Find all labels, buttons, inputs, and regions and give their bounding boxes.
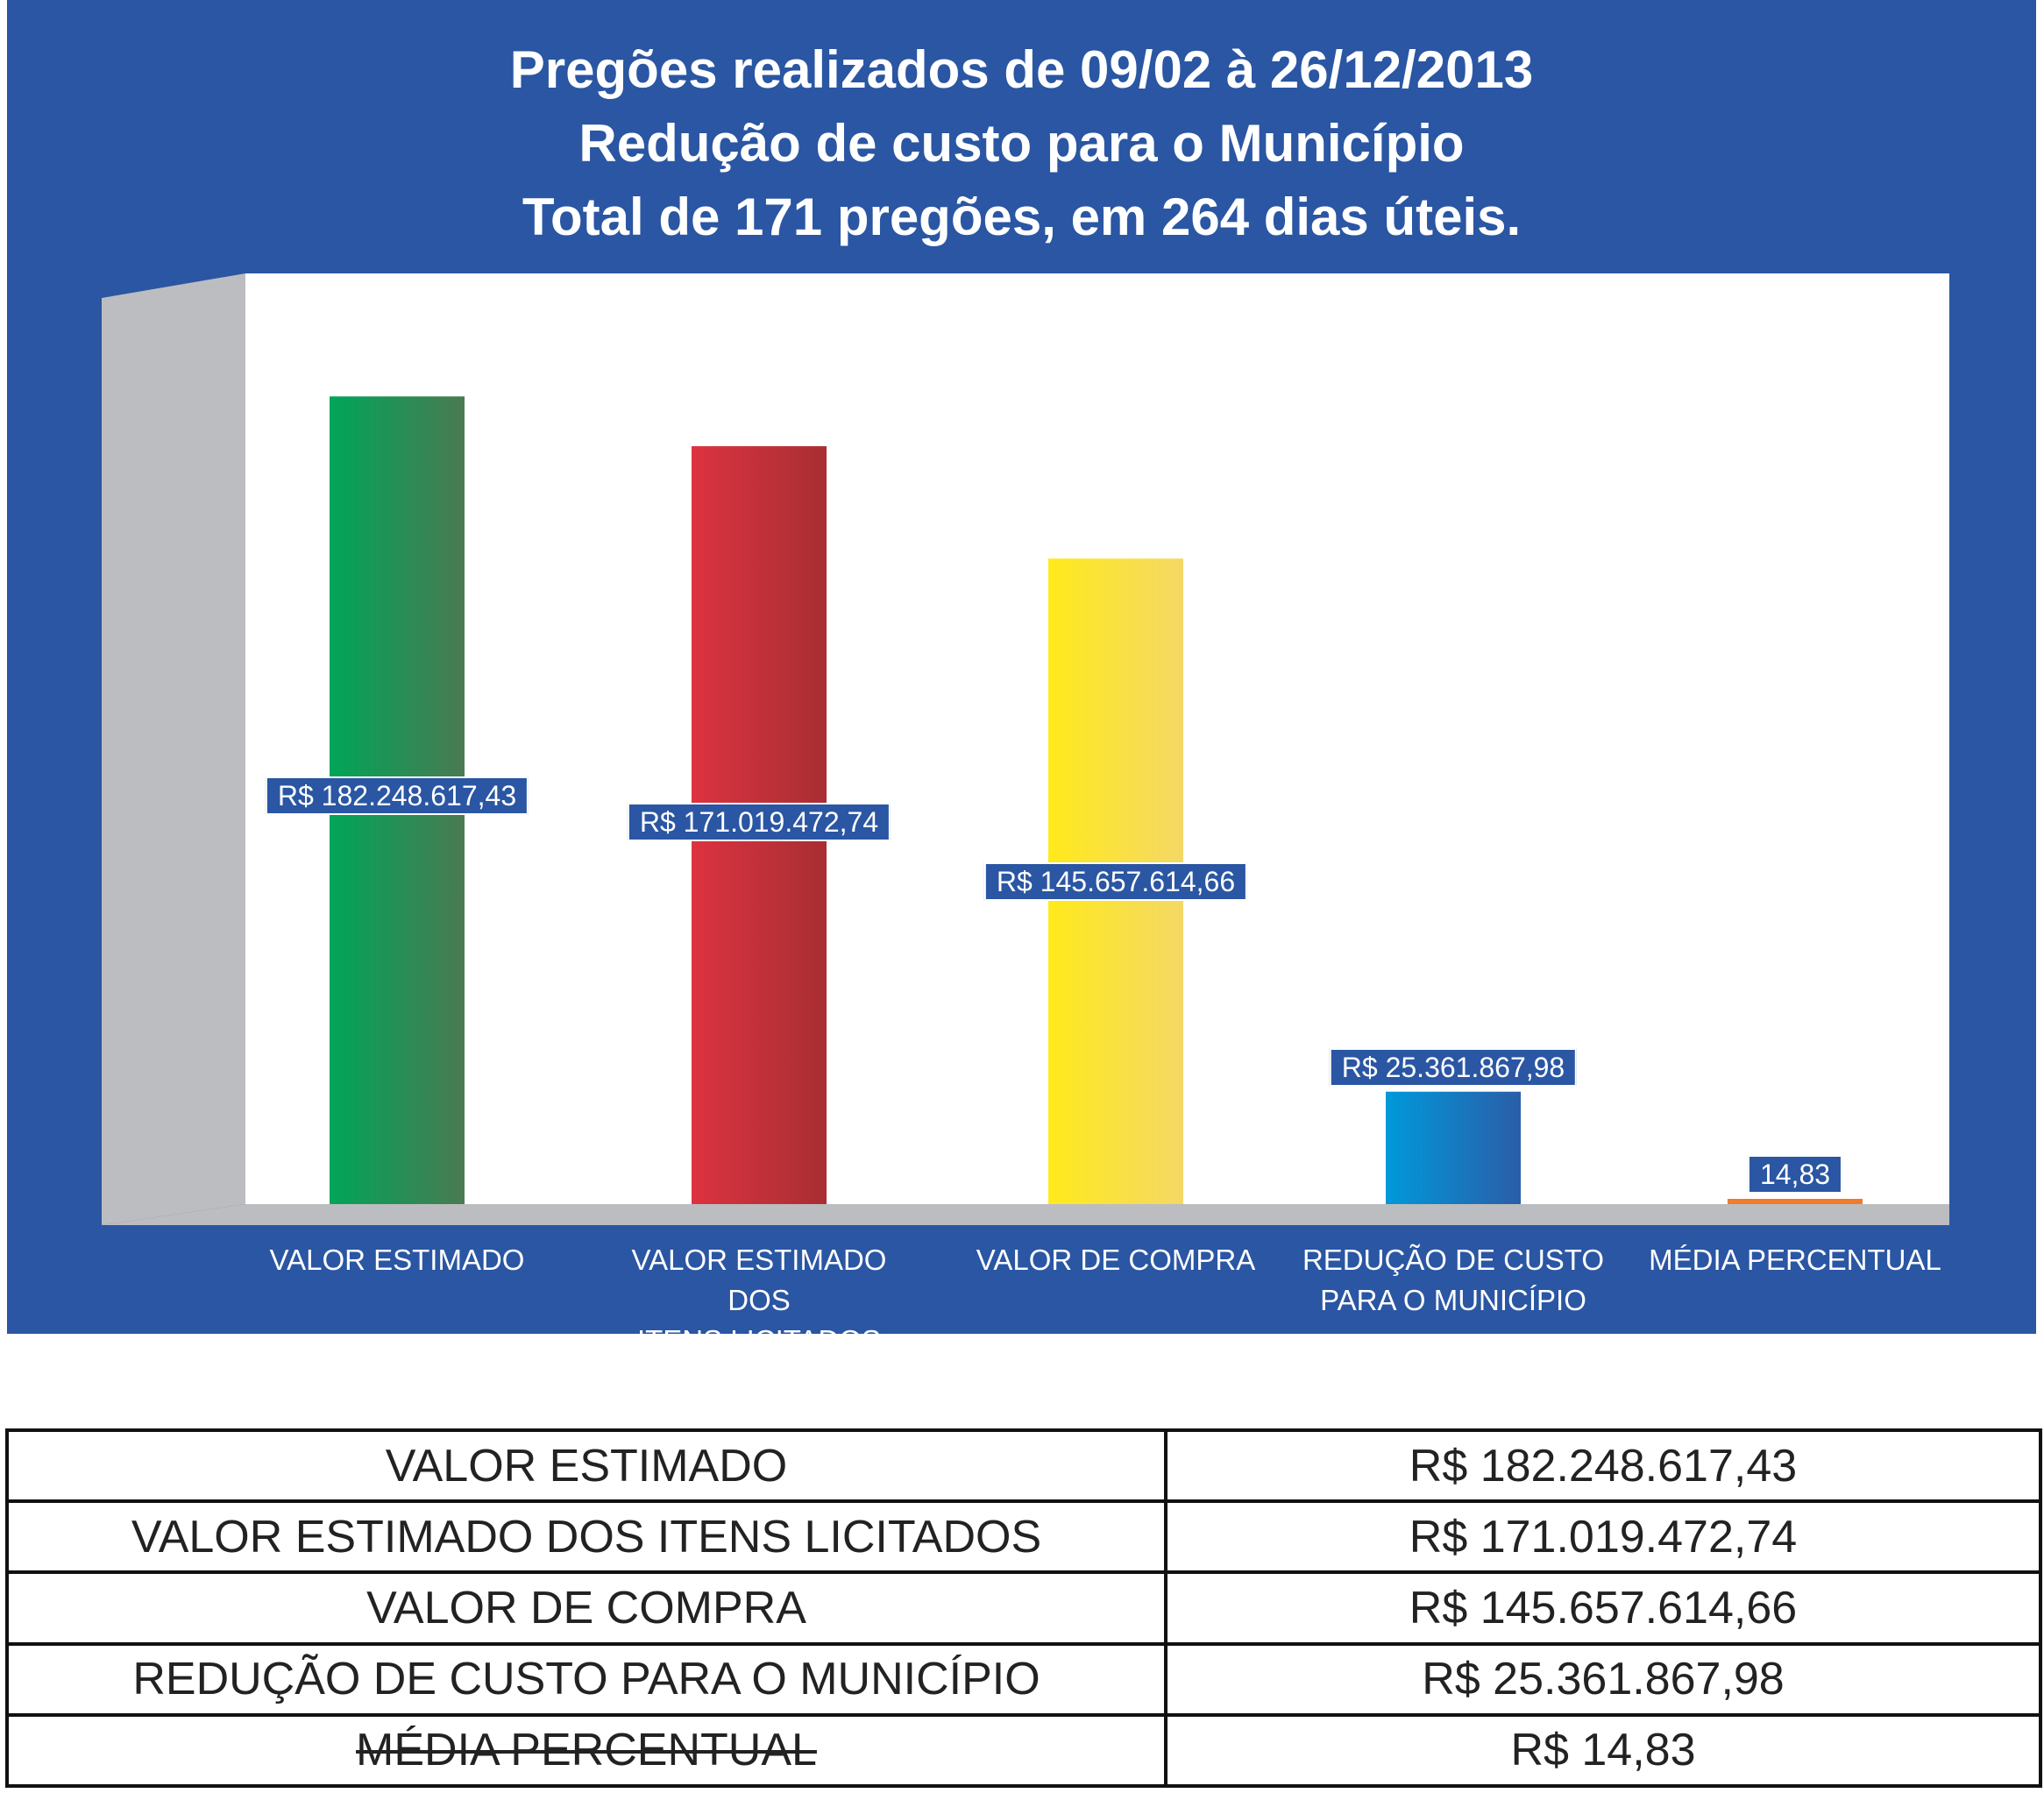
table-row-label: MÉDIA PERCENTUAL [5,1712,1167,1789]
chart-floor [102,1204,1949,1225]
table-row-value: R$ 182.248.617,43 [1164,1428,2042,1504]
chart-title: Pregões realizados de 09/02 à 26/12/2013… [7,33,2036,254]
category-label-0: VALOR ESTIMADO [269,1244,525,1276]
table-row: VALOR ESTIMADO DOS ITENS LICITADOS R$ 171… [5,1499,2042,1575]
bar-chart [102,273,1949,1225]
table-row-label: REDUÇÃO DE CUSTO PARA O MUNICÍPIO [5,1641,1167,1717]
bar-3 [1386,1091,1521,1204]
table-row: VALOR DE COMPRA R$ 145.657.614,66 [5,1570,2042,1646]
data-label-4: 14,83 [1747,1155,1843,1194]
chart-title-line-2: Redução de custo para o Município [578,114,1465,173]
bar-4 [1728,1199,1863,1204]
table-row-label: VALOR ESTIMADO [5,1428,1167,1504]
chart-title-line-3: Total de 171 pregões, em 264 dias úteis. [522,188,1522,246]
chart-panel: Pregões realizados de 09/02 à 26/12/2013… [7,0,2036,1357]
data-label-0: R$ 182.248.617,43 [265,776,529,815]
data-label-1: R$ 171.019.472,74 [627,802,891,841]
table-row-value: R$ 145.657.614,66 [1164,1570,2042,1646]
chart-title-line-1: Pregões realizados de 09/02 à 26/12/2013 [509,40,1534,99]
category-label-1: VALOR ESTIMADO DOS ITENS LICITADOS [631,1244,887,1357]
table-row-value: R$ 14,83 [1164,1712,2042,1789]
table-row: MÉDIA PERCENTUAL R$ 14,83 [5,1712,2042,1789]
table-row-label: VALOR ESTIMADO DOS ITENS LICITADOS [5,1499,1167,1575]
summary-table: VALOR ESTIMADO R$ 182.248.617,43 VALOR EST… [5,1428,2042,1789]
chart-side-wall [102,273,245,1225]
table-row: VALOR ESTIMADO R$ 182.248.617,43 [5,1428,2042,1504]
data-label-3: R$ 25.361.867,98 [1329,1047,1578,1087]
category-label-2: VALOR DE COMPRA [976,1244,1256,1276]
category-label-4: MÉDIA PERCENTUAL [1649,1244,1941,1276]
table-row-label: VALOR DE COMPRA [5,1570,1167,1646]
table-row-value: R$ 25.361.867,98 [1164,1641,2042,1717]
table-row-value: R$ 171.019.472,74 [1164,1499,2042,1575]
data-label-2: R$ 145.657.614,66 [983,861,1248,901]
category-label-3: REDUÇÃO DE CUSTO PARA O MUNICÍPIO [1302,1244,1605,1316]
table-row: REDUÇÃO DE CUSTO PARA O MUNICÍPIO R$ 25.3… [5,1641,2042,1717]
